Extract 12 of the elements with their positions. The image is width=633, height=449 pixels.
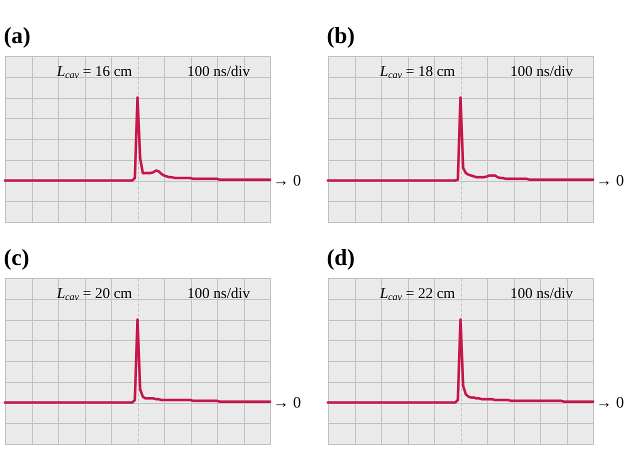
text: 100 ns/div bbox=[510, 286, 574, 302]
text: → 0 bbox=[596, 394, 624, 412]
chart-title: (b) bbox=[326, 23, 355, 48]
text: → 0 bbox=[273, 394, 301, 412]
text: 100 ns/div bbox=[187, 64, 251, 80]
text: 100 ns/div bbox=[187, 286, 251, 302]
text: 100 ns/div bbox=[510, 64, 574, 80]
chart-title: (a) bbox=[4, 23, 31, 48]
chart-title: (d) bbox=[326, 245, 355, 270]
text: → 0 bbox=[596, 172, 624, 190]
text: → 0 bbox=[273, 172, 301, 190]
chart-title: (c) bbox=[4, 245, 30, 270]
